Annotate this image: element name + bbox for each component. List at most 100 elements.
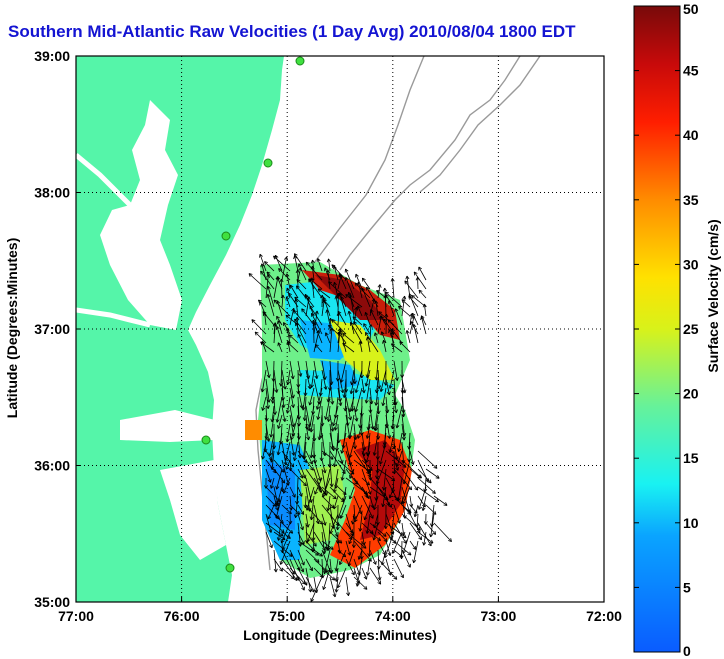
velocity-vectors <box>248 253 452 602</box>
velocity-arrow <box>276 316 283 326</box>
velocity-arrowhead <box>377 436 381 440</box>
velocity-arrowhead <box>303 504 306 509</box>
velocity-arrow <box>269 432 275 456</box>
velocity-arrowhead <box>317 416 321 420</box>
velocity-arrow <box>302 387 307 411</box>
velocity-arrow <box>317 396 323 420</box>
velocity-arrowhead <box>287 381 291 385</box>
velocity-arrowhead <box>321 573 324 578</box>
velocity-arrowhead <box>367 474 371 478</box>
velocity-arrowhead <box>373 332 376 337</box>
velocity-arrowhead <box>327 570 331 573</box>
velocity-arrowhead <box>283 536 286 540</box>
velocity-arrowhead <box>266 374 270 379</box>
velocity-arrowhead <box>294 457 297 461</box>
velocity-arrow <box>248 273 267 290</box>
velocity-arrow <box>337 331 341 353</box>
x-tick-label: 74:00 <box>375 608 411 624</box>
velocity-arrowhead <box>388 449 391 453</box>
velocity-arrowhead <box>331 483 334 488</box>
velocity-arrowhead <box>266 286 269 290</box>
velocity-arrow <box>343 486 347 502</box>
velocity-arrowhead <box>418 537 422 541</box>
velocity-arrowhead <box>339 460 343 464</box>
velocity-arrow <box>325 332 331 344</box>
velocity-arrowhead <box>277 276 280 280</box>
velocity-arrow <box>305 531 317 547</box>
velocity-arrowhead <box>277 320 281 324</box>
velocity-arrowhead <box>352 521 355 525</box>
velocity-arrowhead <box>421 507 424 511</box>
velocity-arrow <box>321 486 337 500</box>
velocity-arrowhead <box>322 522 326 526</box>
velocity-arrowhead <box>329 483 333 488</box>
velocity-arrow <box>327 270 331 290</box>
velocity-arrowhead <box>283 322 287 325</box>
velocity-arrow <box>335 576 339 593</box>
velocity-arrow <box>358 549 363 560</box>
velocity-arrowhead <box>365 530 368 534</box>
velocity-arrow <box>296 285 307 299</box>
velocity-arrowhead <box>310 599 315 602</box>
velocity-arrowhead <box>310 516 314 521</box>
velocity-arrow <box>422 495 427 511</box>
velocity-arrowhead <box>348 537 353 540</box>
velocity-arrow <box>312 259 315 272</box>
velocity-arrow <box>433 495 448 506</box>
velocity-arrowhead <box>425 521 428 525</box>
velocity-arrow <box>321 369 327 390</box>
velocity-arrowhead <box>322 492 327 496</box>
velocity-arrowhead <box>349 475 353 479</box>
velocity-arrowhead <box>365 459 367 463</box>
x-tick-label: 75:00 <box>269 608 305 624</box>
velocity-arrowhead <box>432 532 436 535</box>
velocity-arrowhead <box>390 425 393 430</box>
velocity-arrow <box>361 495 374 519</box>
velocity-arrowhead <box>316 589 319 593</box>
velocity-arrowhead <box>269 484 272 489</box>
velocity-arrowhead <box>275 507 278 511</box>
velocity-arrowhead <box>311 499 313 503</box>
velocity-arrowhead <box>357 435 361 439</box>
velocity-arrowhead <box>413 511 418 514</box>
velocity-arrow <box>288 334 299 344</box>
velocity-arrowhead <box>412 324 415 328</box>
velocity-arrow <box>377 468 395 481</box>
velocity-arrowhead <box>290 404 294 408</box>
velocity-arrowhead <box>365 571 368 576</box>
velocity-arrow <box>335 558 339 572</box>
velocity-arrow <box>369 298 375 317</box>
velocity-arrow <box>273 540 293 557</box>
velocity-arrowhead <box>385 525 388 529</box>
velocity-arrowhead <box>330 401 333 405</box>
velocity-arrow <box>374 332 379 344</box>
velocity-arrowhead <box>288 467 291 471</box>
velocity-arrowhead <box>382 445 385 449</box>
velocity-arrow <box>328 405 331 422</box>
velocity-arrow <box>359 341 363 353</box>
velocity-arrowhead <box>346 592 349 596</box>
velocity-arrowhead <box>309 516 312 520</box>
velocity-arrow <box>289 360 294 380</box>
y-tick-label: 38:00 <box>34 185 70 201</box>
velocity-arrowhead <box>290 553 293 557</box>
velocity-arrow <box>329 486 345 503</box>
velocity-arrow <box>251 319 267 335</box>
velocity-arrow <box>369 405 374 430</box>
velocity-arrowhead <box>337 585 341 589</box>
velocity-arrowhead <box>341 450 345 454</box>
velocity-arrowhead <box>367 491 371 495</box>
velocity-arrowhead <box>404 280 406 285</box>
velocity-arrowhead <box>332 505 335 510</box>
velocity-arrow <box>361 522 374 534</box>
velocity-arrowhead <box>266 271 269 276</box>
velocity-arrowhead <box>248 273 251 277</box>
velocity-arrowhead <box>382 340 384 344</box>
velocity-arrow <box>297 387 303 409</box>
velocity-arrow <box>276 486 283 505</box>
velocity-arrow <box>340 329 347 353</box>
velocity-arrow <box>277 342 283 353</box>
velocity-arrow <box>312 540 315 553</box>
velocity-arrow <box>272 378 275 401</box>
velocity-arrowhead <box>268 438 271 442</box>
